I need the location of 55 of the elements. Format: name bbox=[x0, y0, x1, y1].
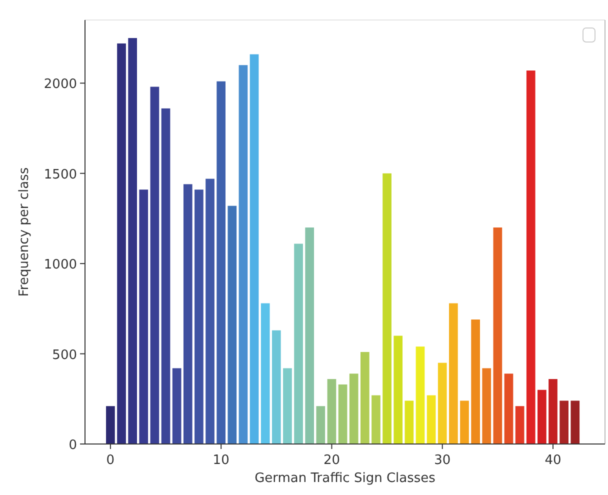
bar bbox=[394, 336, 403, 444]
bar bbox=[106, 406, 115, 444]
bar bbox=[338, 384, 348, 444]
bar bbox=[526, 70, 536, 444]
bar bbox=[305, 227, 314, 444]
y-axis-title: Frequency per class bbox=[17, 167, 32, 297]
bar bbox=[216, 81, 226, 444]
bar bbox=[404, 400, 414, 444]
bar bbox=[570, 400, 580, 444]
bar bbox=[206, 178, 214, 444]
bar bbox=[471, 320, 480, 444]
x-tick-label: 30 bbox=[434, 453, 451, 468]
y-tick-label: 2000 bbox=[44, 77, 77, 92]
bar bbox=[382, 173, 392, 444]
bar bbox=[538, 390, 546, 444]
bar bbox=[128, 38, 137, 444]
bar bbox=[260, 303, 270, 444]
bar bbox=[504, 374, 514, 444]
bar bbox=[117, 43, 126, 444]
bar bbox=[548, 379, 558, 444]
bar bbox=[161, 108, 170, 444]
bar bbox=[272, 330, 281, 444]
bar bbox=[426, 395, 436, 444]
bar bbox=[150, 86, 160, 444]
y-tick-label: 0 bbox=[68, 438, 77, 453]
bar bbox=[250, 54, 259, 444]
bar bbox=[515, 406, 524, 444]
bar bbox=[360, 352, 370, 444]
bar bbox=[172, 368, 182, 444]
bar bbox=[183, 184, 192, 444]
bar bbox=[372, 395, 380, 444]
x-tick-label: 0 bbox=[106, 453, 115, 468]
bar bbox=[139, 190, 148, 444]
bar bbox=[449, 303, 458, 444]
bar bbox=[493, 227, 502, 444]
bar bbox=[228, 206, 237, 444]
x-tick-label: 10 bbox=[212, 453, 230, 468]
bar bbox=[482, 368, 492, 444]
bar bbox=[238, 65, 248, 444]
bar bbox=[294, 244, 303, 444]
bar bbox=[194, 190, 204, 444]
x-tick-label: 20 bbox=[323, 453, 340, 468]
bar bbox=[416, 346, 425, 444]
y-tick-label: 1000 bbox=[44, 258, 77, 273]
bar bbox=[560, 400, 568, 444]
y-tick-label: 500 bbox=[52, 348, 77, 363]
x-axis-title: German Traffic Sign Classes bbox=[254, 471, 436, 486]
bar bbox=[316, 406, 326, 444]
bar bbox=[327, 379, 336, 444]
bar bbox=[438, 362, 447, 444]
bar bbox=[283, 368, 292, 444]
bar bbox=[460, 400, 469, 444]
x-tick-label: 40 bbox=[544, 453, 562, 468]
bar bbox=[349, 374, 358, 444]
y-tick-label: 1500 bbox=[44, 167, 77, 182]
